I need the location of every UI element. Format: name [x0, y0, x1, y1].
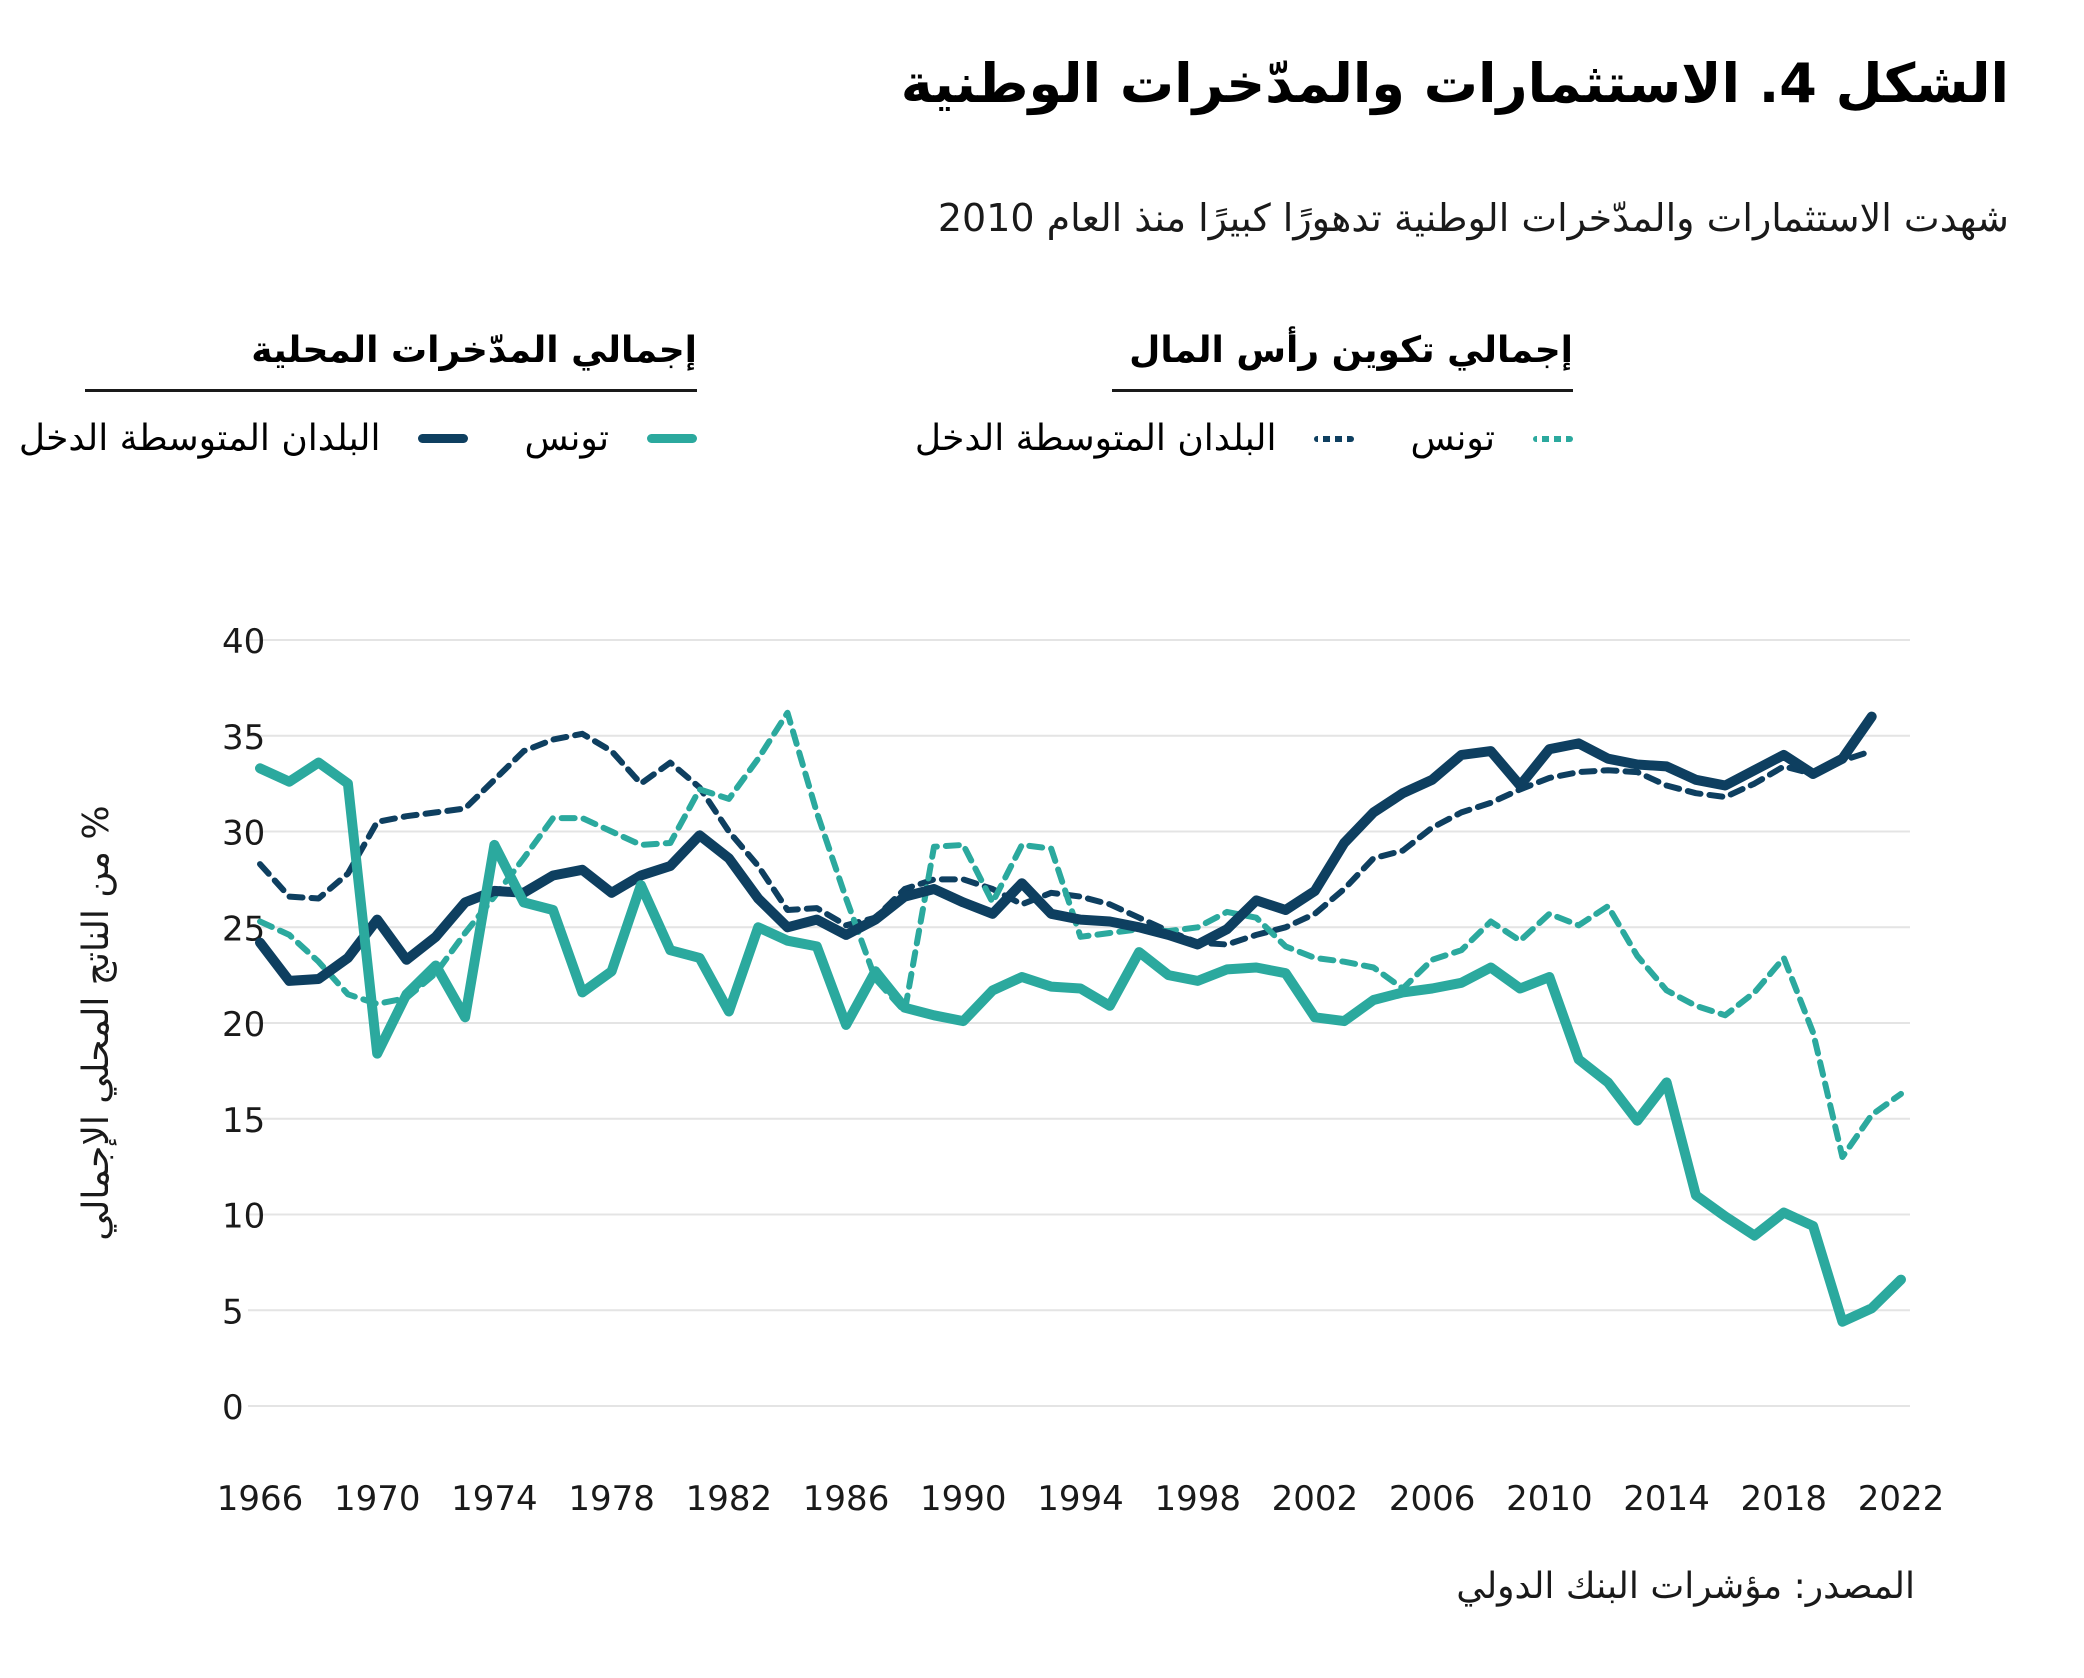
svg-text:1966: 1966 — [217, 1479, 304, 1519]
legend-label-tunisia-savings: تونس — [524, 418, 609, 459]
legend-label-mic-capital: البلدان المتوسطة الدخل — [914, 418, 1277, 459]
svg-text:1978: 1978 — [568, 1479, 655, 1519]
svg-text:2022: 2022 — [1858, 1479, 1945, 1519]
legend-capital-title: إجمالي تكوين رأس المال — [1112, 330, 1573, 392]
legend-item-tunisia-savings: تونس — [524, 418, 697, 459]
legend-label-tunisia-capital: تونس — [1410, 418, 1495, 459]
tunisia-savings-solid-line-swatch — [647, 434, 697, 443]
svg-text:1970: 1970 — [334, 1479, 421, 1519]
svg-text:% من الناتج المحلي الإجمالي: % من الناتج المحلي الإجمالي — [76, 805, 117, 1240]
svg-text:1994: 1994 — [1037, 1479, 1124, 1519]
legend-savings-title: إجمالي المدّخرات المحلية — [85, 330, 697, 392]
tunisia-capital-dashed-line-swatch — [1533, 435, 1573, 442]
svg-text:30: 30 — [222, 814, 265, 854]
svg-text:5: 5 — [222, 1292, 244, 1332]
legend-capital-items: تونس البلدان المتوسطة الدخل — [915, 418, 1573, 459]
svg-text:2014: 2014 — [1623, 1479, 1710, 1519]
svg-text:2010: 2010 — [1506, 1479, 1593, 1519]
svg-text:1982: 1982 — [686, 1479, 773, 1519]
legend-item-tunisia-capital: تونس — [1410, 418, 1573, 459]
legend-item-mic-savings: البلدان المتوسطة الدخل — [19, 418, 469, 459]
svg-text:40: 40 — [222, 622, 265, 662]
legend-group-domestic-savings: إجمالي المدّخرات المحلية تونس البلدان ال… — [19, 330, 697, 459]
svg-text:1990: 1990 — [920, 1479, 1007, 1519]
svg-text:2002: 2002 — [1272, 1479, 1359, 1519]
svg-text:35: 35 — [222, 718, 265, 758]
svg-text:1998: 1998 — [1154, 1479, 1241, 1519]
svg-text:0: 0 — [222, 1388, 244, 1428]
svg-text:10: 10 — [222, 1197, 265, 1237]
mic-savings-solid-line-swatch — [418, 434, 469, 443]
legend-savings-items: تونس البلدان المتوسطة الدخل — [19, 418, 697, 459]
figure-subtitle: شهدت الاستثمارات والمدّخرات الوطنية تدهو… — [937, 196, 2009, 240]
legend-label-mic-savings: البلدان المتوسطة الدخل — [18, 418, 381, 459]
mic-capital-dashed-line-swatch — [1314, 435, 1355, 442]
legend-item-mic-capital: البلدان المتوسطة الدخل — [915, 418, 1355, 459]
source-note: المصدر: مؤشرات البنك الدولي — [1456, 1566, 1915, 1607]
svg-text:2018: 2018 — [1741, 1479, 1828, 1519]
svg-text:15: 15 — [222, 1101, 265, 1141]
figure-title: الشكل 4. الاستثمارات والمدّخرات الوطنية — [900, 52, 2009, 115]
svg-text:2006: 2006 — [1389, 1479, 1476, 1519]
svg-text:1974: 1974 — [451, 1479, 538, 1519]
svg-text:20: 20 — [222, 1005, 265, 1045]
svg-text:1986: 1986 — [803, 1479, 890, 1519]
legend-group-capital-formation: إجمالي تكوين رأس المال تونس البلدان المت… — [915, 330, 1573, 459]
